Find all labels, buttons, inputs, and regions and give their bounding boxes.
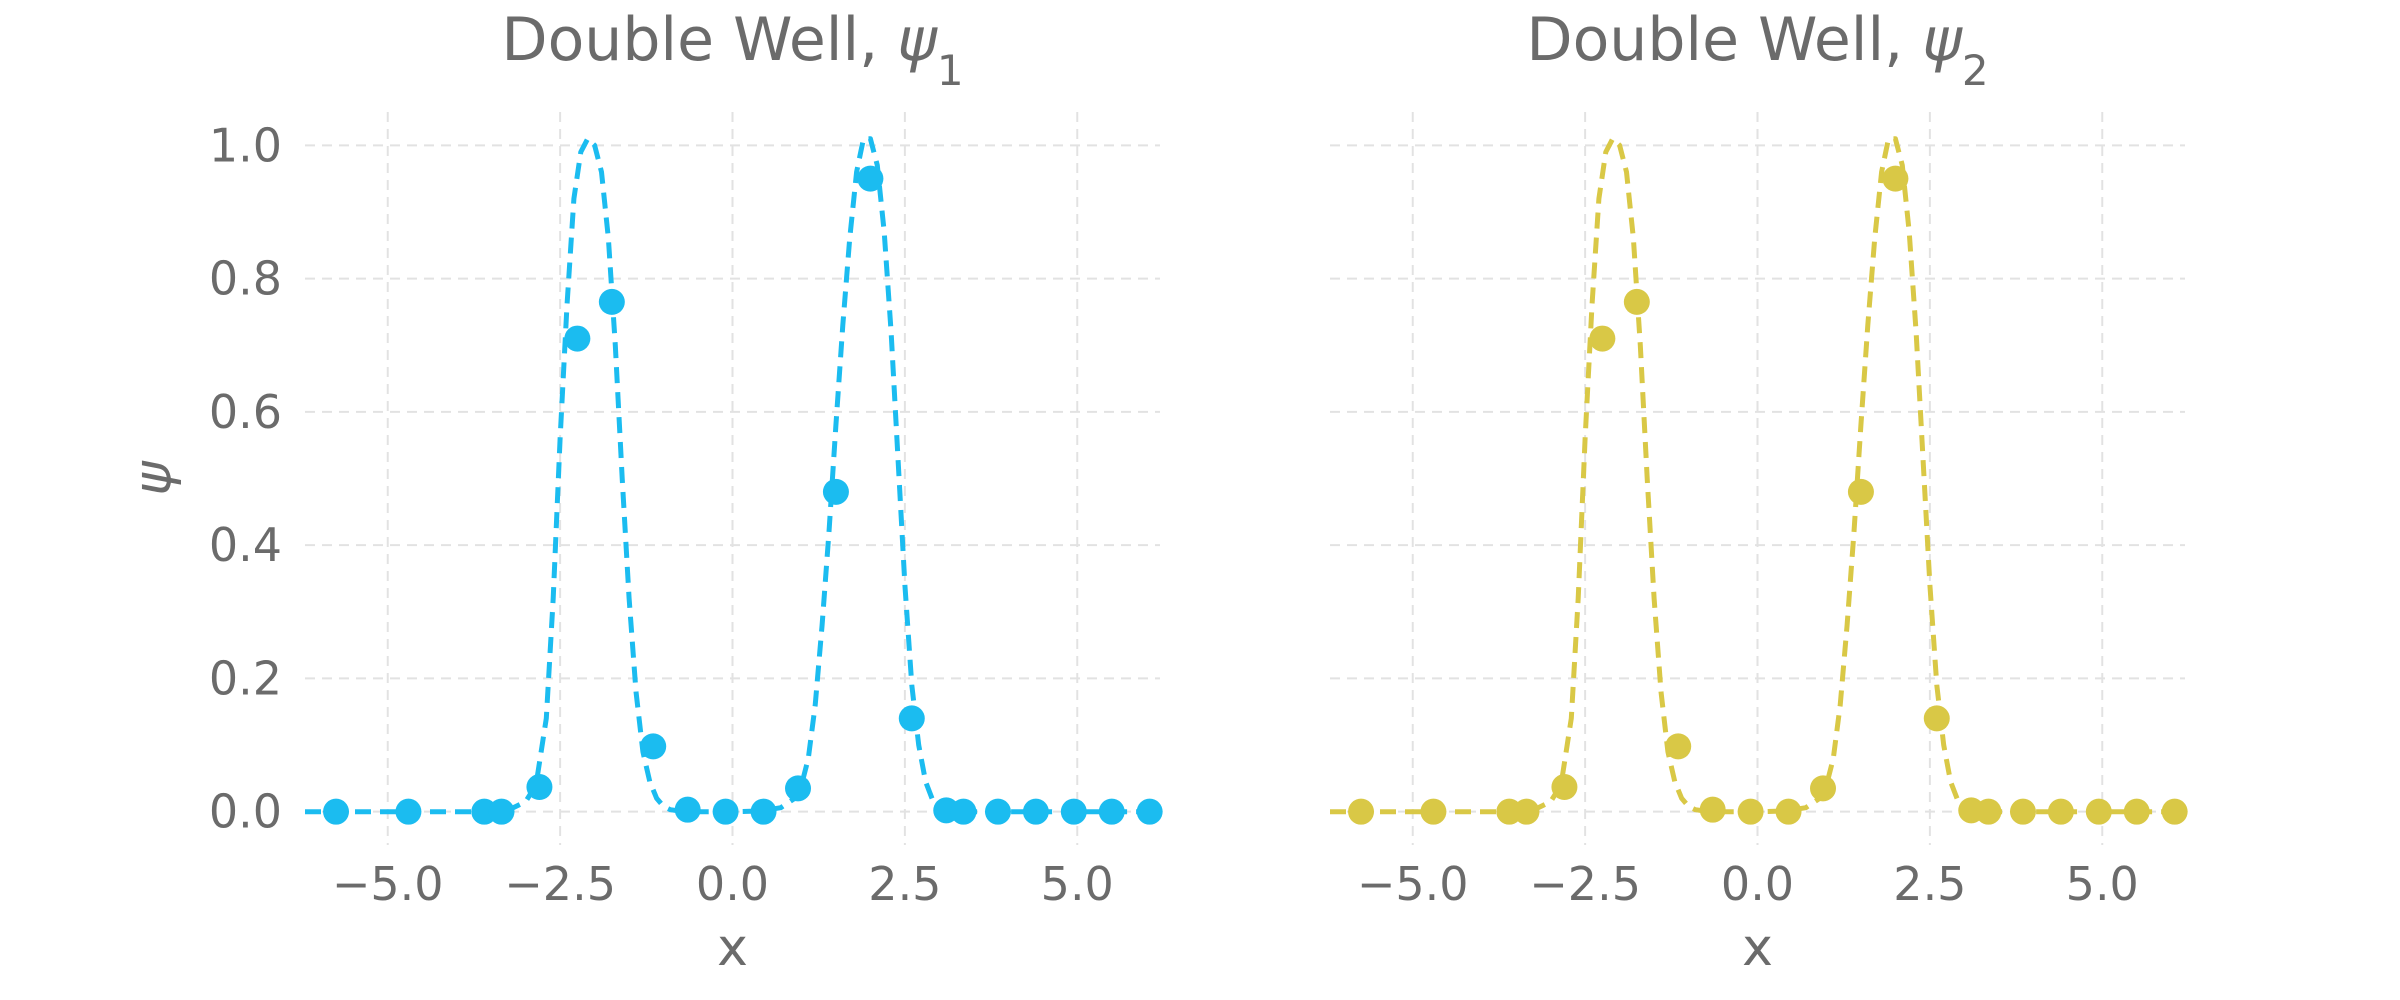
data-point <box>2009 798 2036 825</box>
x-tick-label: −5.0 <box>332 857 444 911</box>
data-point <box>640 733 667 760</box>
data-point <box>750 798 777 825</box>
x-axis-label: x <box>717 918 748 978</box>
x-tick-label: 2.5 <box>868 857 941 911</box>
y-tick-label: 0.2 <box>209 651 282 705</box>
data-point <box>1060 798 1087 825</box>
y-tick-label: 0.0 <box>209 785 282 839</box>
x-tick-label: 0.0 <box>696 857 769 911</box>
chart-title: Double Well, ψ2 <box>1526 5 1988 95</box>
data-point <box>1551 774 1578 801</box>
data-point <box>564 325 591 352</box>
data-point <box>1882 165 1909 192</box>
data-point <box>1699 796 1726 823</box>
x-tick-label: 5.0 <box>2066 857 2139 911</box>
data-point <box>785 775 812 802</box>
data-point <box>1775 798 1802 825</box>
x-tick-labels: −5.0 −2.5 0.0 2.5 5.0 <box>332 857 1114 911</box>
data-point <box>984 798 1011 825</box>
chart-title-subscript: 2 <box>1962 46 1989 95</box>
data-point <box>950 798 977 825</box>
data-point <box>1513 798 1540 825</box>
data-point <box>1022 798 1049 825</box>
data-point <box>1665 733 1692 760</box>
data-point <box>822 478 849 505</box>
chart-title-text: Double Well, <box>501 5 897 75</box>
y-axis-label: ψ <box>123 460 183 496</box>
data-point <box>712 798 739 825</box>
data-point <box>2085 798 2112 825</box>
x-axis-label: x <box>1742 918 1773 978</box>
grid-lines <box>1330 112 2185 845</box>
y-tick-labels: 0.0 0.2 0.4 0.6 0.8 1.0 <box>209 118 282 838</box>
y-tick-label: 0.4 <box>209 518 282 572</box>
data-point <box>1737 798 1764 825</box>
chart-title-subscript: 1 <box>937 46 964 95</box>
subplot-psi-1: −5.0 −2.5 0.0 2.5 5.0 0.0 0.2 0.4 0.6 0.8 1.0 Dou… <box>123 5 1163 978</box>
data-point <box>1810 775 1837 802</box>
data-point <box>857 165 884 192</box>
data-point <box>1923 705 1950 732</box>
chart-title-symbol: ψ <box>897 5 938 75</box>
data-point <box>1136 798 1163 825</box>
psi-1-curve <box>305 136 1160 815</box>
data-point <box>1420 798 1447 825</box>
data-point <box>2047 798 2074 825</box>
data-point <box>598 288 625 315</box>
y-tick-label: 0.8 <box>209 252 282 306</box>
psi-2-curve <box>1330 136 2185 815</box>
x-tick-label: 5.0 <box>1041 857 1114 911</box>
data-point <box>526 774 553 801</box>
y-tick-label: 1.0 <box>209 118 282 172</box>
x-tick-labels: −5.0 −2.5 0.0 2.5 5.0 <box>1357 857 2139 911</box>
x-tick-label: −2.5 <box>504 857 616 911</box>
x-tick-label: −2.5 <box>1529 857 1641 911</box>
data-point <box>323 798 350 825</box>
data-point <box>395 798 422 825</box>
data-point <box>1098 798 1125 825</box>
subplot-psi-2: −5.0 −2.5 0.0 2.5 5.0 Double Well, ψ2 x <box>1330 5 2188 978</box>
grid-lines <box>305 112 1160 845</box>
data-point <box>1623 288 1650 315</box>
data-point <box>2123 798 2150 825</box>
data-point <box>898 705 925 732</box>
chart-title-symbol: ψ <box>1922 5 1963 75</box>
data-point <box>1348 798 1375 825</box>
chart-title: Double Well, ψ1 <box>501 5 963 95</box>
x-tick-label: 0.0 <box>1721 857 1794 911</box>
y-tick-label: 0.6 <box>209 385 282 439</box>
data-point <box>1589 325 1616 352</box>
x-tick-label: 2.5 <box>1893 857 1966 911</box>
chart-title-text: Double Well, <box>1526 5 1922 75</box>
data-point <box>2161 798 2188 825</box>
psi-2-data-points <box>1348 165 2188 825</box>
data-point <box>488 798 515 825</box>
x-tick-label: −5.0 <box>1357 857 1469 911</box>
data-point <box>1847 478 1874 505</box>
data-point <box>674 796 701 823</box>
psi-1-data-points <box>323 165 1163 825</box>
data-point <box>1975 798 2002 825</box>
